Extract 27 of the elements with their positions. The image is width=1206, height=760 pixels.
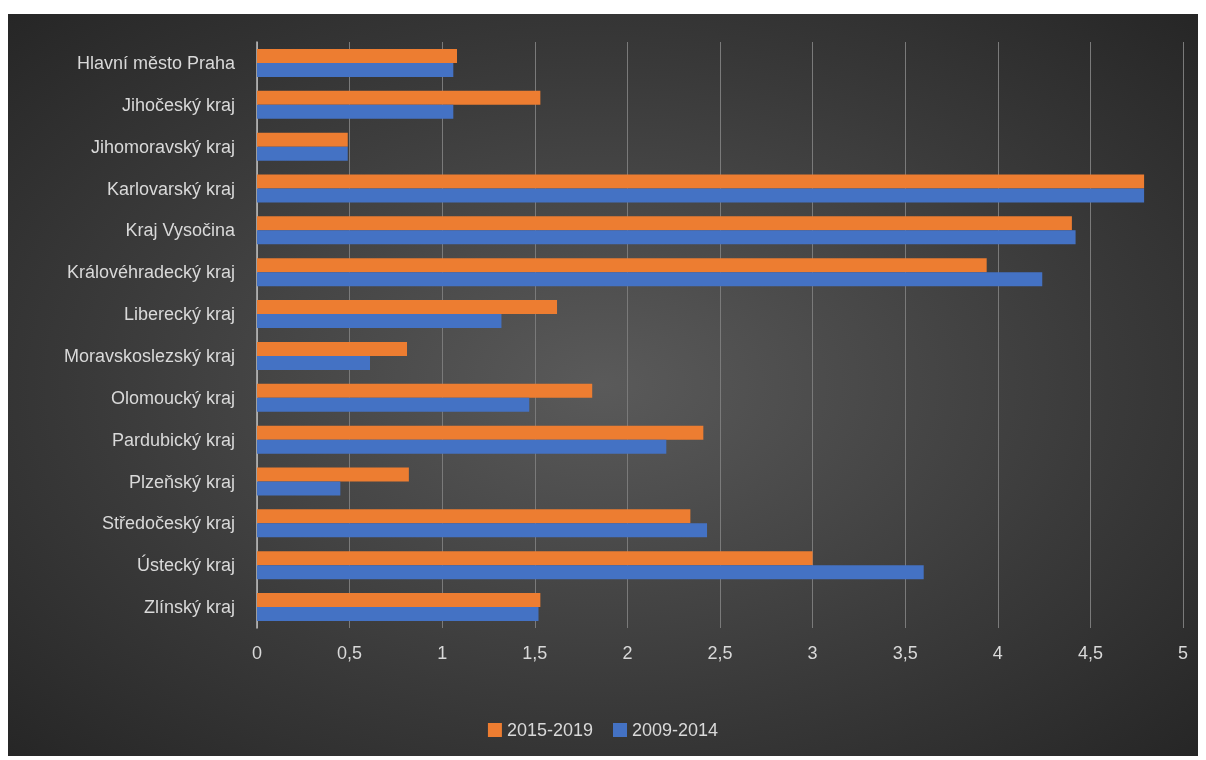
- y-tick-label: Zlínský kraj: [143, 597, 235, 618]
- y-tick-label: Královéhradecký kraj: [66, 262, 235, 283]
- y-tick-label: Liberecký kraj: [123, 304, 235, 325]
- legend-label: 2015-2019: [506, 720, 594, 740]
- x-tick-label: 1,5: [522, 643, 548, 663]
- x-tick-label: 2,5: [707, 643, 733, 663]
- x-tick-label: 3: [807, 643, 818, 663]
- x-tick-label: 4: [992, 643, 1003, 663]
- x-tick-label: 0,5: [337, 643, 363, 663]
- y-tick-label: Hlavní město Praha: [76, 52, 236, 73]
- x-tick-label: 1: [437, 643, 448, 663]
- y-tick-label: Karlovarský kraj: [106, 178, 235, 199]
- y-tick-label: Jihočeský kraj: [121, 94, 235, 115]
- y-tick-label: Pardubický kraj: [111, 429, 235, 450]
- y-tick-label: Ústecký kraj: [136, 554, 235, 576]
- x-tick-label: 4,5: [1077, 643, 1103, 663]
- x-tick-label: 0: [251, 643, 263, 663]
- y-tick-label: Kraj Vysočina: [125, 220, 236, 241]
- x-tick-label: 3,5: [892, 643, 918, 663]
- x-tick-label: 5: [1177, 643, 1189, 663]
- y-tick-label: Olomoucký kraj: [110, 387, 235, 408]
- x-tick-label: 2: [622, 643, 633, 663]
- y-tick-label: Středočeský kraj: [101, 513, 235, 534]
- y-tick-label: Jihomoravský kraj: [90, 136, 235, 157]
- y-tick-label: Moravskoslezský kraj: [63, 345, 235, 366]
- legend-label: 2009-2014: [632, 720, 719, 740]
- y-tick-label: Plzeňský kraj: [128, 471, 235, 492]
